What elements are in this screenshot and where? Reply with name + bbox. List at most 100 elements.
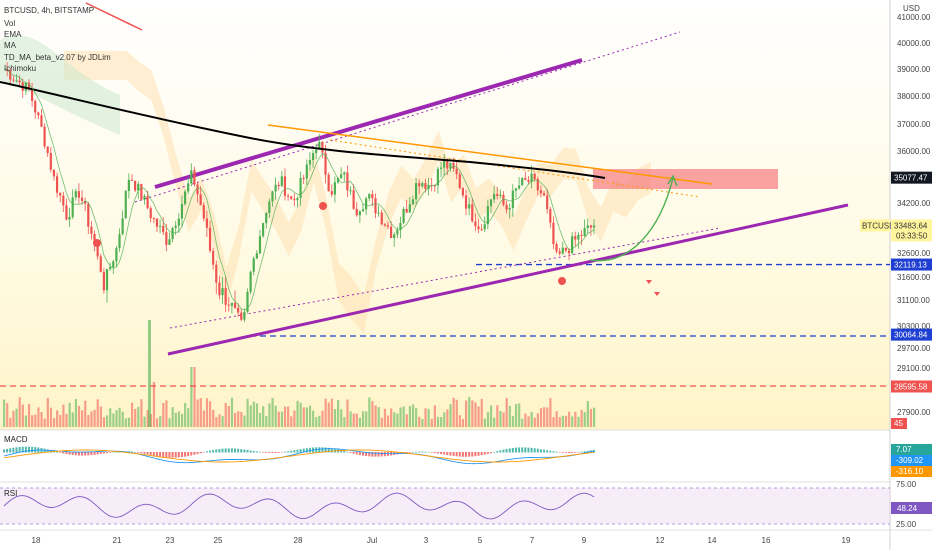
candle-body <box>499 194 502 196</box>
candle-body <box>539 190 543 194</box>
candle-body <box>302 177 305 179</box>
time-tick-label: 3 <box>424 536 429 545</box>
currency-label: USD <box>903 4 920 13</box>
volume-bar <box>489 405 493 427</box>
candle-body <box>561 247 564 254</box>
macd-histogram-bar <box>46 449 49 453</box>
candle-body <box>12 79 15 81</box>
candle-body <box>90 226 93 234</box>
legend-ma[interactable]: MA <box>4 41 17 50</box>
volume-bar <box>296 400 299 427</box>
macd-histogram-bar <box>571 452 574 453</box>
macd-histogram-bar <box>209 450 212 453</box>
candle-body <box>443 159 446 168</box>
candle-body <box>212 250 215 265</box>
volume-bar <box>443 412 446 427</box>
macd-histogram-bar <box>530 447 533 453</box>
volume-bar <box>62 404 65 427</box>
legend-vol[interactable]: Vol <box>4 19 15 28</box>
volume-bar <box>87 415 90 427</box>
macd-plot <box>3 446 595 465</box>
legend-ema[interactable]: EMA <box>4 30 22 39</box>
macd-histogram-bar <box>49 450 52 453</box>
macd-histogram-bar <box>190 452 193 456</box>
volume-bar <box>115 410 118 427</box>
macd-histogram-bar <box>24 446 27 453</box>
macd-tag-box <box>891 455 932 466</box>
macd-histogram-bar <box>27 446 30 453</box>
volume-bar <box>243 415 246 427</box>
macd-histogram-bar <box>411 451 414 453</box>
candle-body <box>555 243 558 252</box>
sell-signal-marker <box>319 202 327 210</box>
volume-bar <box>374 405 377 427</box>
candle-body <box>508 208 511 210</box>
volume-bar <box>330 398 333 427</box>
macd-histogram-bar <box>196 452 199 455</box>
candle-body <box>146 196 149 209</box>
candle-body <box>305 164 308 179</box>
macd-histogram-bar <box>115 451 118 453</box>
macd-histogram-bar <box>324 447 327 453</box>
volume-bar <box>71 412 74 427</box>
candle-body <box>414 183 418 200</box>
legend-ichimoku[interactable]: Ichimoku <box>4 64 36 73</box>
candle-body <box>567 250 571 254</box>
candle-countdown: 03:33:50 <box>896 231 928 240</box>
volume-bar <box>252 401 255 427</box>
candle-body <box>468 204 471 209</box>
macd-histogram-bar <box>358 452 361 456</box>
candle-body <box>40 115 43 127</box>
macd-histogram-bar <box>230 448 233 453</box>
volume-bar <box>333 409 337 427</box>
macd-histogram-bar <box>493 451 496 453</box>
volume-bar <box>337 399 340 427</box>
price-axis: 41000.00 40000.00 39000.00 38000.00 37000.00… <box>897 13 931 417</box>
candle-body <box>471 204 474 222</box>
volume-bar <box>393 412 396 427</box>
volume-bar <box>365 411 368 427</box>
macd-histogram-bar <box>165 452 168 458</box>
candle-body <box>346 172 349 191</box>
legend-td-ma[interactable]: TD_MA_beta_v2.07 by JDLim <box>4 53 111 62</box>
candle-body <box>130 179 134 181</box>
price-tags: 35077.4733252.6132119.1330064.8428595.58… <box>860 171 932 514</box>
candle-body <box>340 174 343 179</box>
cloud-area <box>64 50 651 334</box>
price-tag-value: 35077.47 <box>894 174 928 183</box>
time-tick-label: 25 <box>214 536 223 545</box>
volume-bar <box>155 418 159 427</box>
candle-body <box>174 225 177 228</box>
candle-body <box>118 234 121 249</box>
candles <box>6 62 596 323</box>
candle-body <box>27 82 31 90</box>
channel-upper-solid <box>154 58 583 189</box>
macd-histogram-bar <box>283 451 286 453</box>
candle-body <box>480 229 483 231</box>
volume-bar <box>293 410 296 427</box>
macd-histogram-bar <box>449 452 452 456</box>
candle-body <box>99 256 102 272</box>
macd-histogram-bar <box>102 452 105 454</box>
macd-histogram-bar <box>146 452 149 455</box>
time-axis: 18 21 23 25 28 Jul 3 5 7 9 12 14 16 19 <box>32 536 851 545</box>
volume-bar <box>6 403 9 427</box>
ichimoku-cloud <box>0 35 651 334</box>
volume-bar <box>371 401 374 427</box>
volume-bar <box>571 416 574 427</box>
candle-body <box>586 225 589 229</box>
macd-histogram-bar <box>237 448 240 453</box>
candle-body <box>52 169 56 177</box>
volume-bar <box>246 398 249 427</box>
candle-body <box>293 198 296 201</box>
volume-bar <box>343 417 346 427</box>
time-tick-label: 5 <box>478 536 483 545</box>
macd-histogram-bar <box>568 452 571 453</box>
time-tick-label: 21 <box>113 536 122 545</box>
candle-body <box>402 208 405 223</box>
volume-bar <box>452 397 455 427</box>
candle-body <box>243 311 246 320</box>
macd-histogram-bar <box>430 452 433 453</box>
candle-body <box>558 251 561 254</box>
